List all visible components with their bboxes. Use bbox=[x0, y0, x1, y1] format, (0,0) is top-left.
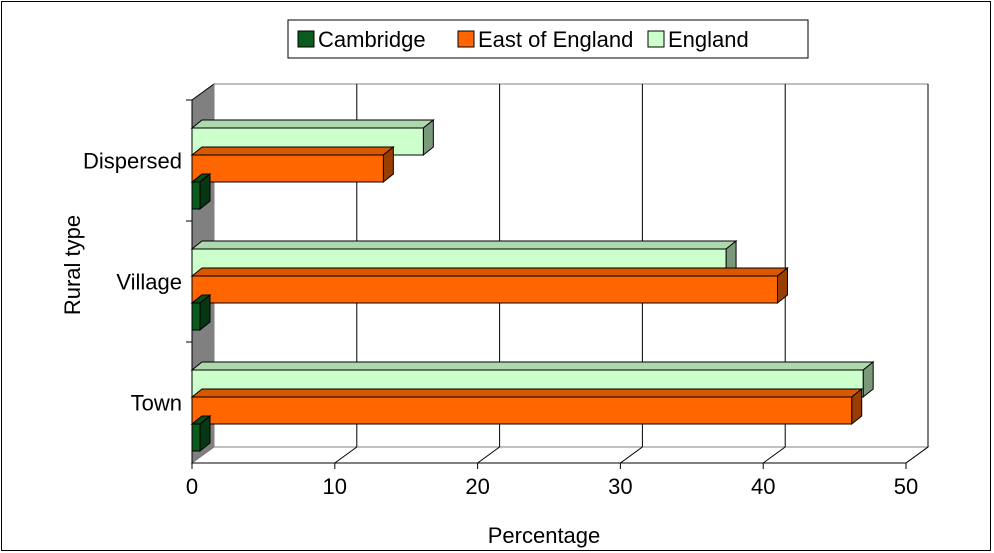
floor bbox=[190, 446, 930, 464]
x-tick-labels: 0 10 20 30 40 50 bbox=[186, 474, 918, 499]
x-tick-label: 30 bbox=[608, 474, 632, 499]
legend-swatch bbox=[457, 30, 475, 48]
bar-face bbox=[191, 181, 201, 210]
y-tick-label: Dispersed bbox=[83, 149, 182, 174]
bar-face bbox=[191, 154, 384, 183]
y-tick-label: Village bbox=[116, 270, 182, 295]
bar-face bbox=[191, 423, 201, 452]
x-tick-label: 50 bbox=[894, 474, 918, 499]
bar bbox=[190, 387, 864, 426]
legend-label: East of England bbox=[478, 27, 633, 52]
bar-top bbox=[190, 146, 395, 156]
bar-face bbox=[191, 275, 778, 304]
gridline-floor bbox=[762, 446, 786, 464]
bars bbox=[190, 118, 875, 453]
bar-top bbox=[190, 267, 789, 277]
bar-top bbox=[190, 240, 738, 250]
bar bbox=[190, 266, 789, 305]
y-axis-title: Rural type bbox=[60, 215, 85, 315]
legend-box bbox=[287, 19, 809, 59]
gridline-floor bbox=[905, 446, 929, 464]
legend-swatch bbox=[647, 30, 665, 48]
x-axis-title: Percentage bbox=[488, 523, 601, 548]
bar-face bbox=[191, 396, 853, 425]
x-tick-label: 10 bbox=[323, 474, 347, 499]
x-tick-label: 0 bbox=[186, 474, 198, 499]
x-tick-label: 20 bbox=[465, 474, 489, 499]
gridline-floor bbox=[620, 446, 643, 464]
gridline-floor bbox=[334, 446, 358, 464]
y-tick-label: Town bbox=[131, 391, 182, 416]
bar-top bbox=[190, 119, 435, 129]
bar bbox=[190, 414, 212, 453]
bar-top bbox=[190, 361, 875, 371]
legend-label: Cambridge bbox=[318, 27, 426, 52]
bar-top bbox=[190, 388, 864, 398]
legend-swatch bbox=[297, 30, 315, 48]
gridline-floor bbox=[477, 446, 500, 464]
bar-face bbox=[191, 302, 201, 331]
legend: Cambridge East of England England bbox=[287, 19, 809, 59]
bar bbox=[190, 172, 212, 211]
y-tick-labels: Town Village Dispersed bbox=[83, 149, 182, 416]
legend-label: England bbox=[668, 27, 749, 52]
axes bbox=[186, 99, 907, 469]
bar bbox=[190, 293, 212, 332]
bar bbox=[190, 145, 395, 184]
x-tick-label: 40 bbox=[751, 474, 775, 499]
